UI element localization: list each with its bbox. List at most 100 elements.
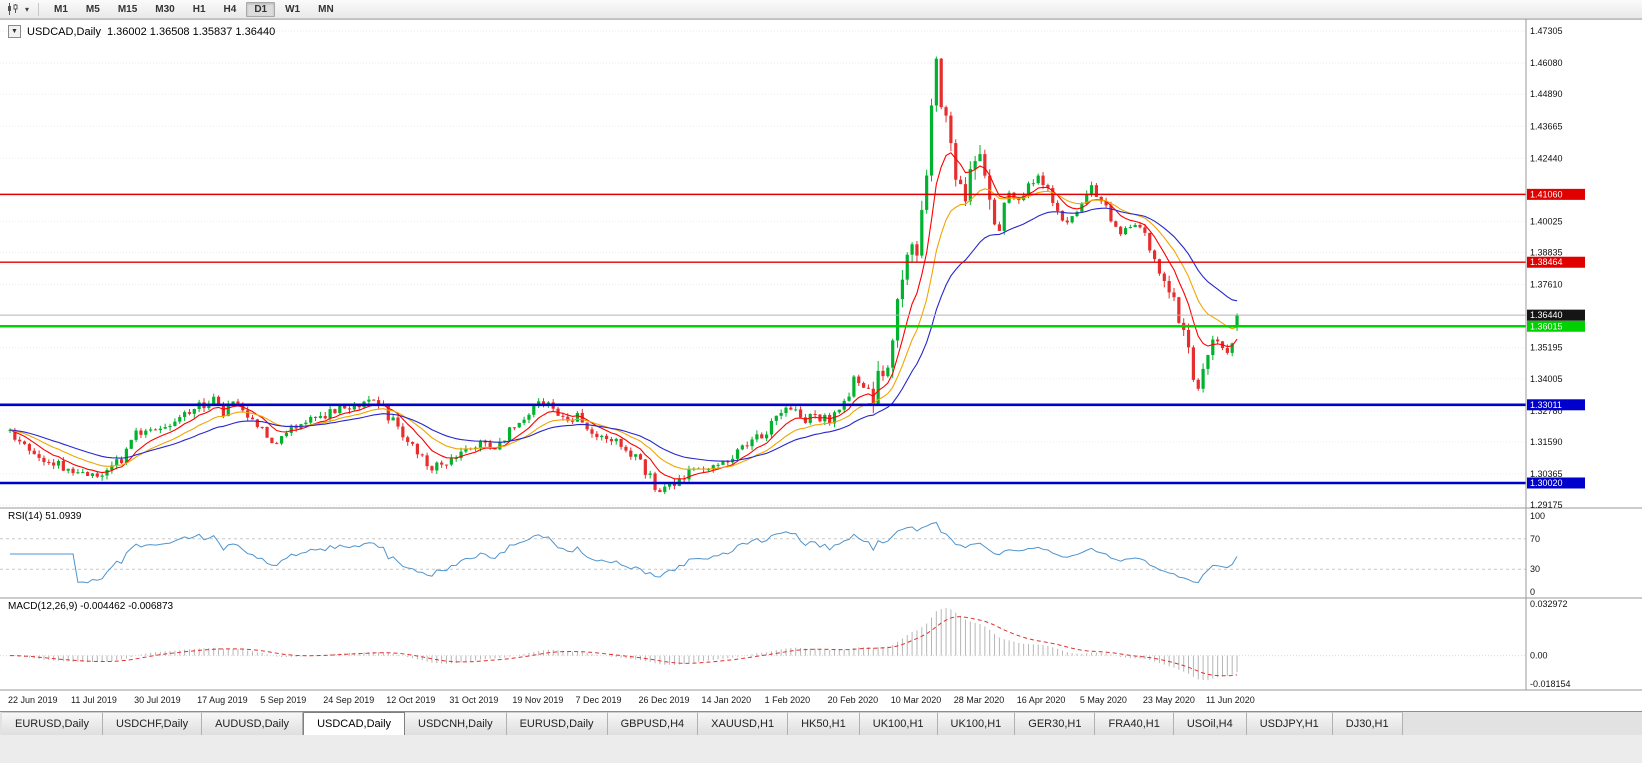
tab-label: EURUSD,Daily [519, 718, 594, 730]
status-strip [0, 735, 1642, 763]
svg-text:1.42440: 1.42440 [1530, 153, 1563, 163]
tab-hk50-h1[interactable]: HK50,H1 [788, 712, 860, 735]
svg-text:0: 0 [1530, 587, 1535, 597]
tab-uk100-h1[interactable]: UK100,H1 [937, 712, 1016, 735]
svg-text:30: 30 [1530, 564, 1540, 574]
tab-usoil-h4[interactable]: USOil,H4 [1173, 712, 1247, 735]
tab-label: UK100,H1 [950, 718, 1002, 730]
price-axis[interactable]: 1.47305 1.46080 1.44890 1.43665 1.42440 1.400… [1527, 26, 1585, 689]
timeframe-button-d1[interactable]: D1 [246, 1, 276, 17]
timeframe-toolbar: ▾ M1 M5 M15 M30 H1 H4 D1 W1 MN [0, 0, 1642, 19]
svg-text:28 Mar 2020: 28 Mar 2020 [954, 695, 1005, 705]
svg-text:1.29175: 1.29175 [1530, 500, 1563, 510]
svg-text:1.32780: 1.32780 [1530, 406, 1563, 416]
time-axis[interactable]: 22 Jun 2019 11 Jul 2019 30 Jul 2019 17 Aug … [8, 695, 1255, 705]
toolbar-separator [38, 2, 39, 16]
tab-gbpusd-h4[interactable]: GBPUSD,H4 [607, 712, 699, 735]
timeframe-button-m1[interactable]: M1 [54, 3, 68, 15]
macd-panel[interactable] [0, 608, 1526, 681]
tab-label: USOil,H4 [1186, 718, 1233, 730]
timeframe-button-m5[interactable]: M5 [85, 3, 100, 15]
tab-usdcnh-daily[interactable]: USDCNH,Daily [405, 712, 507, 735]
svg-text:20 Feb 2020: 20 Feb 2020 [828, 695, 879, 705]
timeframe-button-h4[interactable]: H4 [223, 3, 237, 15]
tab-dj30-h1[interactable]: DJ30,H1 [1332, 712, 1403, 735]
svg-text:26 Dec 2019: 26 Dec 2019 [639, 695, 690, 705]
tab-xauusd-h1[interactable]: XAUUSD,H1 [698, 712, 789, 735]
svg-text:11 Jul 2019: 11 Jul 2019 [71, 695, 117, 705]
svg-text:22 Jun 2019: 22 Jun 2019 [8, 695, 58, 705]
svg-text:1.46080: 1.46080 [1530, 58, 1563, 68]
svg-text:1.30365: 1.30365 [1530, 469, 1563, 479]
svg-text:17 Aug 2019: 17 Aug 2019 [197, 695, 248, 705]
svg-text:70: 70 [1530, 534, 1540, 544]
svg-text:0.032972: 0.032972 [1530, 599, 1568, 609]
tab-ger30-h1[interactable]: GER30,H1 [1015, 712, 1096, 735]
svg-text:16 Apr 2020: 16 Apr 2020 [1017, 695, 1066, 705]
tab-label: DJ30,H1 [1345, 718, 1389, 730]
svg-text:1.44890: 1.44890 [1530, 89, 1563, 99]
rsi-panel[interactable] [0, 521, 1526, 584]
svg-text:1 Feb 2020: 1 Feb 2020 [765, 695, 811, 705]
svg-text:1.36015: 1.36015 [1530, 321, 1563, 331]
tab-label: EURUSD,Daily [15, 718, 89, 730]
svg-text:11 Jun 2020: 11 Jun 2020 [1206, 695, 1255, 705]
svg-text:1.43665: 1.43665 [1530, 121, 1563, 131]
chart-menu-icon[interactable]: ▼ [8, 25, 21, 38]
tab-audusd-daily[interactable]: AUDUSD,Daily [202, 712, 304, 735]
tab-label: XAUUSD,H1 [711, 718, 775, 730]
svg-text:5 Sep 2019: 5 Sep 2019 [260, 695, 306, 705]
svg-text:1.34005: 1.34005 [1530, 374, 1563, 384]
tab-usdcad-daily[interactable]: USDCAD,Daily [303, 712, 406, 735]
tab-label: HK50,H1 [801, 718, 846, 730]
svg-text:5 May 2020: 5 May 2020 [1080, 695, 1127, 705]
svg-text:12 Oct 2019: 12 Oct 2019 [386, 695, 435, 705]
tab-eurusd-daily[interactable]: EURUSD,Daily [506, 712, 608, 735]
svg-text:1.47305: 1.47305 [1530, 26, 1563, 36]
chart-tab-bar: EURUSD,Daily USDCHF,Daily AUDUSD,Daily USDC… [0, 711, 1642, 735]
tab-fra40-h1[interactable]: FRA40,H1 [1095, 712, 1174, 735]
svg-text:1.40025: 1.40025 [1530, 216, 1563, 226]
tab-usdjpy-h1[interactable]: USDJPY,H1 [1246, 712, 1333, 735]
chart-type-icon[interactable] [4, 1, 22, 17]
grid-lines [0, 30, 1526, 506]
tab-label: USDCHF,Daily [115, 718, 189, 730]
svg-text:10 Mar 2020: 10 Mar 2020 [891, 695, 942, 705]
svg-text:24 Sep 2019: 24 Sep 2019 [323, 695, 374, 705]
tab-label: UK100,H1 [872, 718, 924, 730]
timeframe-button-w1[interactable]: W1 [285, 3, 301, 15]
tab-eurusd-daily[interactable]: EURUSD,Daily [2, 712, 103, 735]
tab-label: FRA40,H1 [1108, 718, 1160, 730]
svg-text:1.35195: 1.35195 [1530, 343, 1563, 353]
tab-uk100-h1[interactable]: UK100,H1 [859, 712, 938, 735]
svg-text:14 Jan 2020: 14 Jan 2020 [702, 695, 752, 705]
panel-separators [0, 19, 1642, 692]
timeframe-button-h1[interactable]: H1 [192, 3, 206, 15]
svg-text:1.38835: 1.38835 [1530, 248, 1563, 258]
svg-text:0.00: 0.00 [1530, 651, 1548, 661]
tab-label: USDCNH,Daily [418, 718, 493, 730]
timeframe-button-mn[interactable]: MN [318, 3, 334, 15]
svg-text:23 May 2020: 23 May 2020 [1143, 695, 1195, 705]
svg-text:19 Nov 2019: 19 Nov 2019 [512, 695, 563, 705]
dropdown-caret-icon[interactable]: ▾ [24, 4, 29, 14]
svg-text:1.41060: 1.41060 [1530, 189, 1563, 199]
svg-text:30 Jul 2019: 30 Jul 2019 [134, 695, 181, 705]
chart-canvas[interactable]: 1.47305 1.46080 1.44890 1.43665 1.42440 1.400… [0, 19, 1642, 711]
tab-label: GBPUSD,H4 [620, 718, 685, 730]
tab-label: AUDUSD,Daily [215, 718, 290, 730]
svg-text:1.30020: 1.30020 [1530, 478, 1563, 488]
svg-text:-0.018154: -0.018154 [1530, 679, 1571, 689]
timeframe-button-m30[interactable]: M30 [155, 3, 175, 15]
svg-text:1.33011: 1.33011 [1530, 400, 1562, 410]
svg-text:1.38464: 1.38464 [1530, 257, 1563, 267]
main-price-panel[interactable] [0, 56, 1526, 495]
svg-text:1.37610: 1.37610 [1530, 280, 1563, 290]
svg-text:31 Oct 2019: 31 Oct 2019 [449, 695, 498, 705]
svg-text:7 Dec 2019: 7 Dec 2019 [575, 695, 621, 705]
svg-text:1.36440: 1.36440 [1530, 310, 1563, 320]
tab-label: USDJPY,H1 [1259, 718, 1319, 730]
timeframe-button-m15[interactable]: M15 [117, 3, 138, 15]
svg-text:100: 100 [1530, 511, 1545, 521]
tab-usdchf-daily[interactable]: USDCHF,Daily [102, 712, 203, 735]
